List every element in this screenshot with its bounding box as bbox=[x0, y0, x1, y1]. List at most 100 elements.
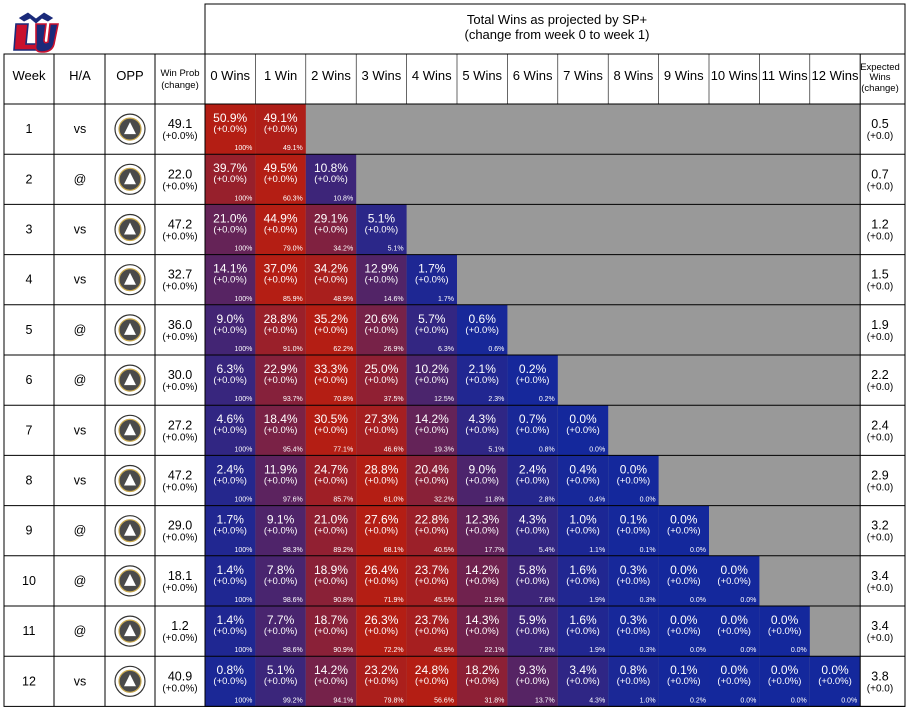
cell-cumulative: 2.3% bbox=[488, 396, 504, 403]
probability-cell bbox=[557, 656, 609, 707]
row-week: 3 bbox=[26, 223, 33, 237]
cell-cumulative: 48.9% bbox=[333, 296, 353, 303]
cell-cumulative: 5.4% bbox=[539, 547, 555, 554]
cell-cumulative: 0.0% bbox=[740, 697, 756, 704]
cell-change: (+0.0%) bbox=[264, 224, 298, 235]
cell-cumulative: 14.6% bbox=[384, 296, 404, 303]
cell-change: (+0.0%) bbox=[213, 676, 247, 687]
cell-change: (+0.0%) bbox=[516, 626, 550, 637]
cell-change: (+0.0%) bbox=[213, 275, 247, 286]
row-expected-wins: 2.4 bbox=[871, 418, 888, 432]
cell-probability: 37.0% bbox=[264, 262, 298, 276]
cell-change: (+0.0%) bbox=[566, 676, 600, 687]
cell-change: (+0.0%) bbox=[465, 526, 499, 537]
cell-probability: 0.2% bbox=[519, 362, 547, 376]
cell-probability: 23.2% bbox=[364, 663, 398, 677]
cell-cumulative: 45.5% bbox=[434, 597, 454, 604]
probability-cell bbox=[406, 656, 457, 707]
row-expected-wins: 0.5 bbox=[871, 117, 888, 131]
probability-cell bbox=[507, 405, 558, 456]
cell-cumulative: 61.0% bbox=[384, 497, 404, 504]
cell-cumulative: 4.3% bbox=[589, 697, 605, 704]
probability-cell bbox=[305, 304, 357, 355]
cell-cumulative: 72.2% bbox=[384, 647, 404, 654]
column-header: 11 Wins bbox=[762, 68, 808, 83]
cell-change: (+0.0%) bbox=[264, 626, 298, 637]
cell-change: (+0.0%) bbox=[717, 576, 751, 587]
column-header: 9 Wins bbox=[664, 68, 704, 83]
row-home-away: @ bbox=[74, 624, 87, 638]
probability-cell bbox=[205, 656, 256, 707]
probability-cell bbox=[658, 505, 709, 556]
row-home-away: vs bbox=[74, 474, 87, 488]
cell-cumulative: 71.9% bbox=[384, 597, 404, 604]
probability-cell bbox=[406, 355, 457, 406]
row-expected-wins: 3.8 bbox=[871, 669, 888, 683]
cell-probability: 44.9% bbox=[264, 211, 298, 225]
cell-probability: 0.0% bbox=[821, 663, 849, 677]
cell-probability: 1.7% bbox=[418, 262, 446, 276]
row-win-prob: 30.0 bbox=[168, 368, 192, 382]
cell-probability: 20.6% bbox=[364, 312, 398, 326]
cells-layer: 0 Wins 1 Win 2 Wins 3 Wins 4 Wins 5 Wins 6 Win… bbox=[205, 68, 861, 707]
cell-probability: 0.0% bbox=[771, 663, 799, 677]
cell-probability: 28.8% bbox=[364, 462, 398, 476]
probability-cell bbox=[507, 505, 558, 556]
probability-cell bbox=[759, 656, 810, 707]
probability-cell bbox=[406, 455, 457, 506]
row-expected-change: (+0.0) bbox=[867, 583, 893, 594]
opponent-logo bbox=[114, 665, 146, 697]
cell-change: (+0.0%) bbox=[213, 224, 247, 235]
header-ha: H/A bbox=[69, 68, 91, 83]
probability-cell bbox=[205, 455, 256, 506]
row-home-away: @ bbox=[74, 323, 87, 337]
cell-cumulative: 89.2% bbox=[333, 547, 353, 554]
cell-cumulative: 1.9% bbox=[589, 647, 605, 654]
opponent-logo bbox=[114, 464, 146, 497]
cell-cumulative: 31.8% bbox=[485, 697, 505, 704]
cell-probability: 1.7% bbox=[217, 513, 245, 527]
row-week: 10 bbox=[22, 574, 36, 588]
cell-probability: 25.0% bbox=[364, 362, 398, 376]
cell-probability: 5.9% bbox=[519, 613, 547, 627]
probability-cell bbox=[406, 254, 457, 305]
cell-cumulative: 99.2% bbox=[283, 697, 303, 704]
cell-change: (+0.0%) bbox=[365, 526, 399, 537]
cell-probability: 2.4% bbox=[217, 462, 245, 476]
opponent-logo bbox=[114, 264, 146, 296]
probability-cell bbox=[457, 606, 508, 657]
cell-cumulative: 0.0% bbox=[740, 647, 756, 654]
probability-cell bbox=[356, 455, 407, 506]
cell-cumulative: 0.3% bbox=[640, 597, 656, 604]
row-home-away: vs bbox=[74, 273, 87, 287]
cell-cumulative: 100% bbox=[234, 597, 252, 604]
cell-probability: 10.2% bbox=[415, 362, 449, 376]
cell-cumulative: 90.8% bbox=[333, 597, 353, 604]
row-win-prob: 47.2 bbox=[168, 469, 192, 483]
cell-cumulative: 6.3% bbox=[438, 346, 454, 353]
row-win-prob-change: (+0.0%) bbox=[162, 332, 197, 343]
probability-cell bbox=[406, 405, 457, 456]
chart-title: Total Wins as projected by SP+ bbox=[467, 12, 647, 27]
cell-change: (+0.0%) bbox=[213, 475, 247, 486]
column-header: 4 Wins bbox=[412, 68, 452, 83]
cell-probability: 4.3% bbox=[469, 412, 497, 426]
cell-change: (+0.0%) bbox=[415, 526, 449, 537]
cell-probability: 1.6% bbox=[569, 563, 597, 577]
cell-change: (+0.0%) bbox=[717, 676, 751, 687]
cell-cumulative: 26.9% bbox=[384, 346, 404, 353]
cell-probability: 14.2% bbox=[314, 663, 348, 677]
cell-cumulative: 0.0% bbox=[791, 697, 807, 704]
row-home-away: @ bbox=[74, 524, 87, 538]
cell-cumulative: 95.4% bbox=[283, 446, 303, 453]
cell-probability: 34.2% bbox=[314, 262, 348, 276]
probability-cell bbox=[255, 555, 306, 606]
cell-cumulative: 2.8% bbox=[539, 497, 555, 504]
cell-change: (+0.0%) bbox=[566, 526, 600, 537]
cell-probability: 0.0% bbox=[771, 613, 799, 627]
cell-change: (+0.0%) bbox=[264, 174, 298, 185]
row-expected-wins: 3.2 bbox=[871, 519, 888, 533]
probability-cell bbox=[759, 606, 810, 657]
probability-cell bbox=[255, 304, 306, 355]
probability-cell bbox=[608, 555, 659, 606]
